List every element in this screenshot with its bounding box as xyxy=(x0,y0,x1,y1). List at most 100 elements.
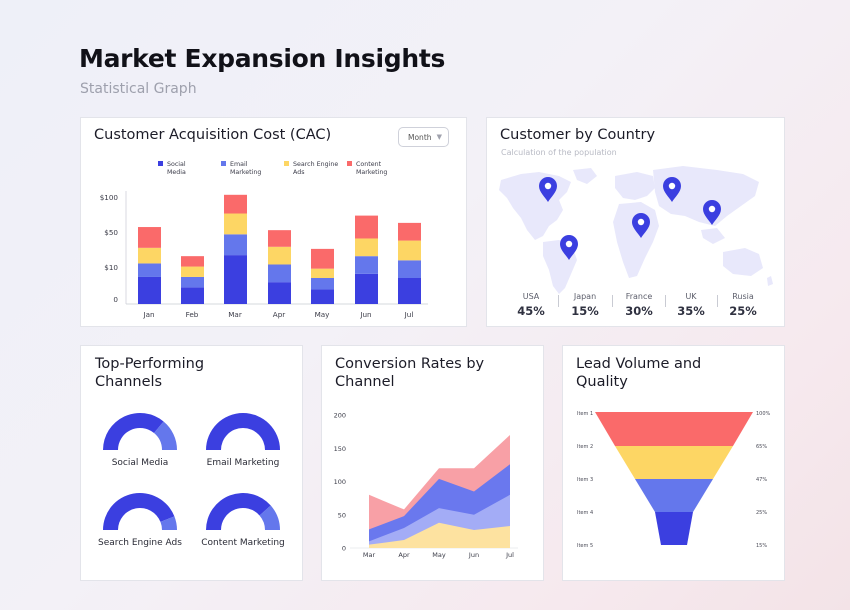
bar-segment xyxy=(398,240,421,261)
map-asia xyxy=(653,166,759,226)
funnel-item-value: 47% xyxy=(756,477,767,483)
funnel-chart: Item 1 100% Item 2 65% Item 3 47% Item 4 25% Ite… xyxy=(577,411,771,549)
cac-chart: Social Media Email Marketing Search Engine Ad… xyxy=(100,161,428,319)
page-title: Market Expansion Insights xyxy=(79,44,446,73)
map-greenland xyxy=(573,168,597,184)
y-tick-label: 100 xyxy=(334,478,346,486)
x-tick-label: Jun xyxy=(468,551,479,559)
bar-segment xyxy=(355,238,378,257)
bar-segment xyxy=(355,215,378,239)
gauge-label: Email Marketing xyxy=(206,458,280,468)
gauge-fill xyxy=(103,413,164,450)
country-value: 25% xyxy=(729,304,757,318)
country-card: Customer by Country Calculation of the p… xyxy=(486,117,785,327)
x-tick-label: Jun xyxy=(359,310,371,319)
map-se-asia xyxy=(701,228,725,244)
country-stat: France 30% xyxy=(613,292,665,318)
gauge-label: Search Engine Ads xyxy=(98,538,182,548)
country-value: 35% xyxy=(677,304,705,318)
legend-label: Content Marketing xyxy=(356,161,387,176)
bar-segment xyxy=(398,260,421,278)
country-name: France xyxy=(625,292,653,301)
legend-swatch xyxy=(284,161,289,166)
location-pin-icon xyxy=(560,235,578,260)
pin-dot xyxy=(544,182,552,190)
gauge-fill xyxy=(206,413,280,450)
legend-swatch xyxy=(221,161,226,166)
conversion-card: Conversion Rates by Channel 0 50 100 150 200… xyxy=(321,345,544,581)
x-tick-label: Mar xyxy=(228,310,242,319)
y-tick-label: 150 xyxy=(334,445,346,453)
legend-label: Search Engine Ads xyxy=(293,161,338,176)
legend-swatch xyxy=(158,161,163,166)
y-tick-label: 200 xyxy=(334,412,346,420)
bar-segment xyxy=(138,227,161,248)
pin-dot xyxy=(668,182,676,190)
funnel-item-label: Item 5 xyxy=(577,543,593,549)
funnel-title: Lead Volume and Quality xyxy=(576,356,702,390)
legend-label: Social Media xyxy=(167,161,186,176)
country-title: Customer by Country xyxy=(500,127,656,143)
x-tick-label: Feb xyxy=(186,310,199,319)
bar-segment xyxy=(181,266,204,277)
country-value: 30% xyxy=(625,304,653,318)
y-tick-label: 50 xyxy=(338,511,346,519)
country-stat: UK 35% xyxy=(665,292,717,318)
gauge-fill xyxy=(206,493,271,530)
country-stat: Japan 15% xyxy=(559,292,611,318)
bar-segment xyxy=(398,278,421,304)
funnel-item-label: Item 4 xyxy=(577,510,593,516)
month-dropdown-value: Month xyxy=(408,133,432,142)
stat-divider xyxy=(558,295,559,307)
location-pin-icon xyxy=(632,213,650,238)
cac-card: Customer Acquisition Cost (CAC) Month ▼ … xyxy=(80,117,467,327)
funnel-card: Lead Volume and Quality Item 1 100% Item 2… xyxy=(562,345,785,581)
channel-gauges xyxy=(103,413,280,530)
bar-segment xyxy=(311,278,334,290)
pin-dot xyxy=(637,218,645,226)
bar-segment xyxy=(224,234,247,256)
country-value: 15% xyxy=(571,304,599,318)
stat-divider xyxy=(665,295,666,307)
chevron-down-icon: ▼ xyxy=(436,133,442,141)
country-name: USA xyxy=(522,292,540,301)
bar-segment xyxy=(268,264,291,283)
country-name: Rusia xyxy=(732,292,754,301)
x-tick-label: Apr xyxy=(398,551,410,559)
legend-label: Email Marketing xyxy=(230,161,261,176)
bar-segment xyxy=(138,263,161,277)
stat-divider xyxy=(612,295,613,307)
bar-segment xyxy=(138,276,161,304)
location-pin-icon xyxy=(539,177,557,202)
map-nz xyxy=(767,276,773,286)
gauge-remainder xyxy=(154,421,177,450)
y-tick-label: $100 xyxy=(100,193,119,202)
funnel-item-label: Item 3 xyxy=(577,477,593,483)
funnel-item-label: Item 1 xyxy=(577,411,593,417)
country-name: UK xyxy=(685,292,697,301)
x-tick-label: May xyxy=(432,551,446,559)
funnel-stage xyxy=(595,412,753,446)
funnel-item-value: 25% xyxy=(756,510,767,516)
channels-title: Top-Performing Channels xyxy=(95,356,205,390)
funnel-stage xyxy=(635,479,713,512)
bar-segment xyxy=(181,276,204,288)
map-europe xyxy=(615,172,655,200)
pin-dot xyxy=(708,205,716,213)
bar-segment xyxy=(224,194,247,214)
bar-segment xyxy=(268,230,291,247)
bar-segment xyxy=(311,289,334,304)
month-dropdown[interactable]: Month ▼ xyxy=(398,127,449,147)
page-subtitle: Statistical Graph xyxy=(80,81,197,97)
gauge-fill xyxy=(103,493,175,530)
bar-segment xyxy=(224,255,247,304)
gauge-remainder xyxy=(259,505,280,530)
x-tick-label: Apr xyxy=(273,310,285,319)
map-australia xyxy=(723,248,763,276)
y-tick-label: $10 xyxy=(104,263,118,272)
bar-segment xyxy=(311,248,334,269)
location-pin-icon xyxy=(703,200,721,225)
bar-segment xyxy=(355,273,378,304)
bar-segment xyxy=(268,246,291,265)
gauge-label: Content Marketing xyxy=(201,538,285,548)
